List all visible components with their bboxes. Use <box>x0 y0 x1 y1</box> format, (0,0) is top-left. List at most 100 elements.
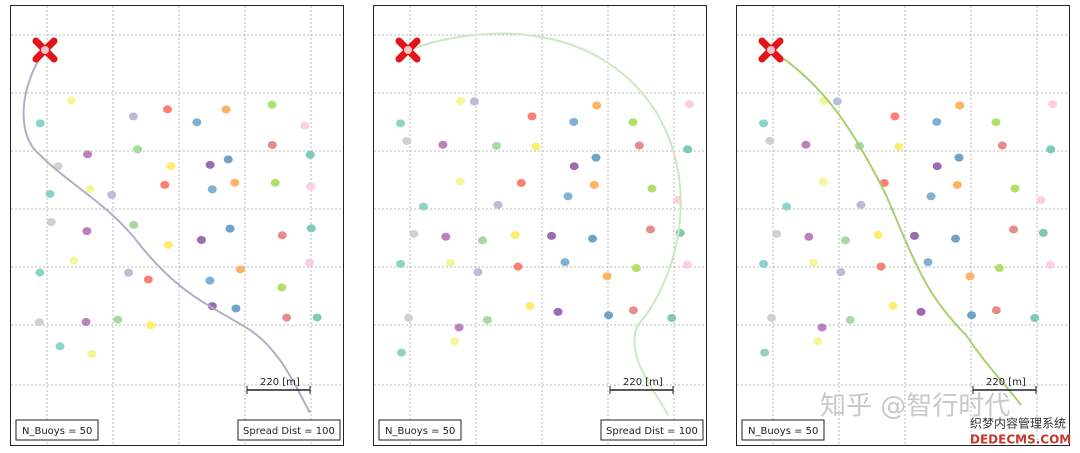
start-dot <box>404 46 412 54</box>
buoy <box>404 313 414 322</box>
buoy <box>1036 195 1046 204</box>
buoy <box>1009 225 1019 234</box>
buoy <box>808 258 818 267</box>
buoy <box>909 231 919 240</box>
buoy <box>759 259 769 268</box>
buoy <box>82 227 92 236</box>
scale-label: 220 [m] <box>986 377 1026 388</box>
buoy <box>312 313 322 322</box>
buoy <box>160 180 170 189</box>
site-label-en: DEDECMS.COM <box>970 433 1071 447</box>
buoy <box>553 307 563 316</box>
buoy <box>81 318 91 327</box>
buoy <box>634 141 644 150</box>
buoy <box>66 96 76 105</box>
buoy <box>510 230 520 239</box>
buoy <box>438 140 448 149</box>
info-box <box>378 419 462 441</box>
buoy <box>133 145 143 154</box>
buoy <box>305 258 315 267</box>
buoy <box>491 141 501 150</box>
buoy <box>991 118 1001 127</box>
info-box <box>741 419 825 441</box>
buoy <box>87 350 97 359</box>
buoy <box>1046 145 1056 154</box>
buoy <box>646 225 656 234</box>
buoy <box>767 313 777 322</box>
buoy <box>230 178 240 187</box>
buoy <box>856 200 866 209</box>
spread-label: Spread Dist = 100 <box>606 426 698 437</box>
buoy <box>456 97 466 106</box>
buoy <box>954 153 964 162</box>
buoy <box>628 306 638 315</box>
buoy <box>513 262 523 271</box>
buoy <box>563 192 573 201</box>
buoy <box>282 313 292 322</box>
buoy <box>531 142 541 151</box>
buoy <box>35 268 45 277</box>
buoy <box>143 275 153 284</box>
buoy <box>231 304 241 313</box>
buoy <box>683 145 693 154</box>
buoy <box>267 100 277 109</box>
buoy <box>873 230 883 239</box>
scale-label: 220 [m] <box>260 377 300 388</box>
buoy <box>801 140 811 149</box>
spread-label: Spread Dist = 100 <box>243 426 335 437</box>
buoy <box>631 264 641 273</box>
buoy <box>163 240 173 249</box>
buoy <box>813 337 823 346</box>
buoy <box>192 118 202 127</box>
buoy <box>951 234 961 243</box>
buoy <box>69 256 79 265</box>
buoy <box>604 311 614 320</box>
buoy <box>270 178 280 187</box>
buoy <box>166 162 176 171</box>
buoy <box>932 162 942 171</box>
buoy <box>113 315 123 324</box>
buoy <box>628 118 638 127</box>
buoy <box>396 119 406 128</box>
buoy <box>46 218 56 227</box>
buoy <box>527 112 537 121</box>
buoy <box>196 235 206 244</box>
n-buoys-label: N_Buoys = 50 <box>748 426 818 437</box>
buoy <box>445 258 455 267</box>
buoy <box>85 185 95 194</box>
buoy <box>832 97 842 106</box>
buoy <box>205 276 215 285</box>
panel: 220 [m] N_Buoys = 50 Spread Dist = 100 <box>10 5 344 446</box>
buoy <box>997 141 1007 150</box>
buoy <box>772 229 782 238</box>
buoy <box>546 231 556 240</box>
buoy <box>845 315 855 324</box>
buoy <box>473 268 483 277</box>
buoy <box>1045 260 1055 269</box>
buoy <box>83 150 93 159</box>
buoy <box>396 259 406 268</box>
buoy <box>685 100 695 109</box>
buoy <box>163 105 173 114</box>
buoy <box>591 153 601 162</box>
info-box <box>237 419 341 441</box>
trajectory <box>407 32 682 416</box>
watermark: 知乎 @智行时代 <box>820 392 1010 422</box>
buoy <box>516 178 526 187</box>
buoy <box>888 301 898 310</box>
buoy <box>589 180 599 189</box>
buoy <box>235 265 245 274</box>
buoy <box>525 301 535 310</box>
start-dot <box>767 46 775 54</box>
panel: 220 [m] N_Buoys = 50 <box>736 5 1070 446</box>
buoy <box>129 220 139 229</box>
buoy <box>569 162 579 171</box>
buoy <box>469 97 479 106</box>
buoy <box>277 231 287 240</box>
buoy <box>759 119 769 128</box>
buoy <box>667 313 677 322</box>
buoy <box>450 337 460 346</box>
buoy <box>682 260 692 269</box>
buoy <box>409 229 419 238</box>
